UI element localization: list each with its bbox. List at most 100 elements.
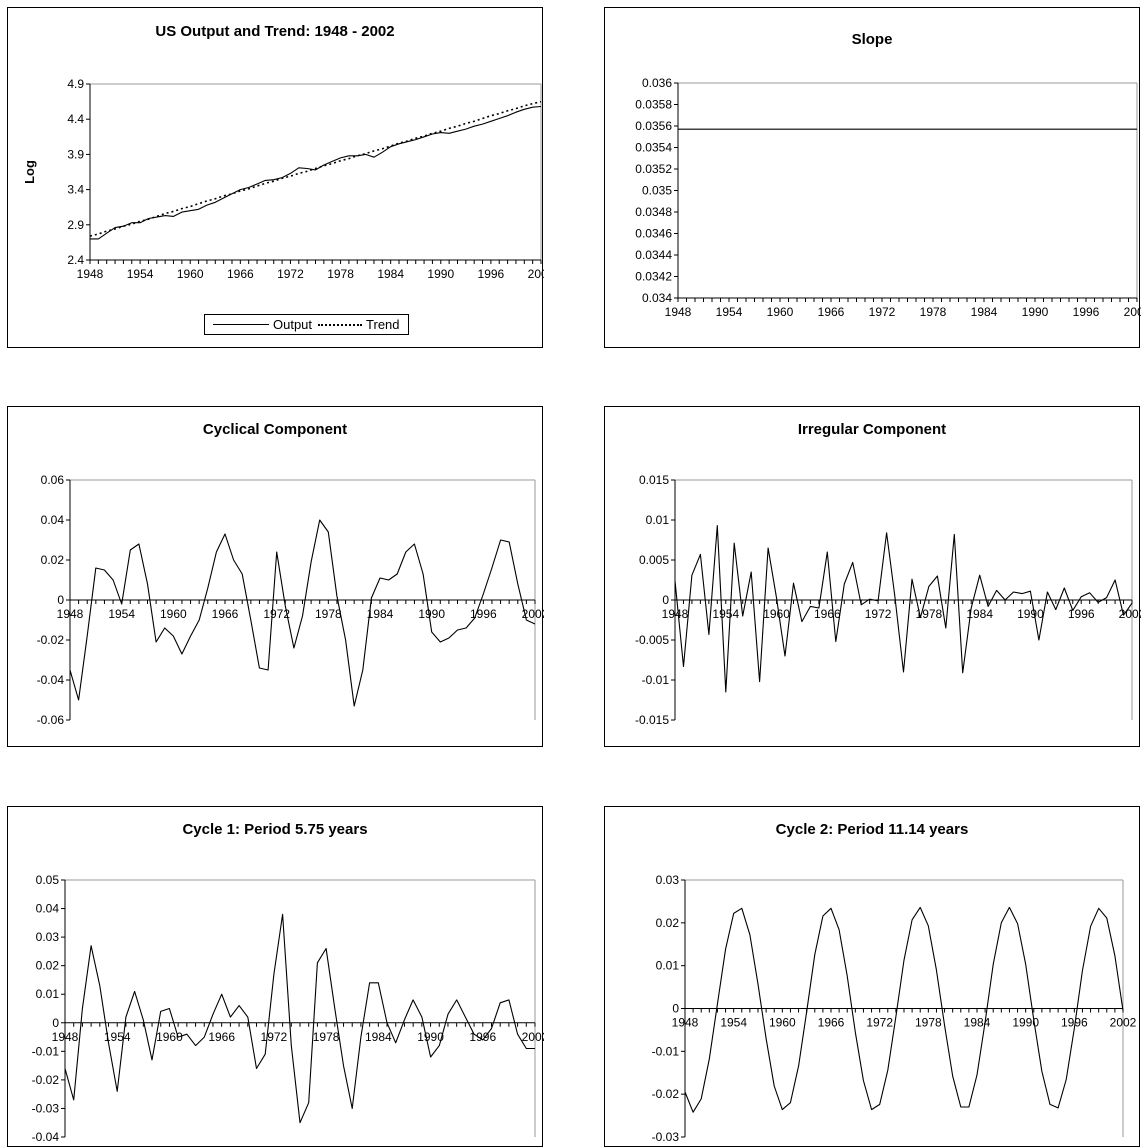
x-tick-label: 1960 xyxy=(177,267,204,281)
chart-svg-cyclical: -0.06 -0.04 -0.02 0 0.02 0.04 0.06 1948 1954 1960… xyxy=(37,473,544,727)
y-tick-label: 0.0354 xyxy=(635,141,672,155)
chart-svg-slope: 0.034 0.0342 0.0344 0.0346 0.0348 0.035 0.0352… xyxy=(635,76,1141,319)
legend-swatch-trend xyxy=(318,323,363,326)
y-tick-label: -0.06 xyxy=(37,713,65,727)
x-tick-label: 1960 xyxy=(767,305,794,319)
x-tick-label: 1966 xyxy=(818,1016,845,1030)
y-tick-label: 0.015 xyxy=(639,473,669,487)
x-tick-label: 1978 xyxy=(315,607,342,621)
y-tick-label: 2.9 xyxy=(67,218,84,232)
y-tick-label: -0.04 xyxy=(37,673,65,687)
x-tick-label: 1966 xyxy=(212,607,239,621)
series-line-irregular-0 xyxy=(674,525,1133,693)
x-tick-label: 1954 xyxy=(108,607,135,621)
chart-title: Slope xyxy=(851,31,893,48)
y-tick-label: 2.4 xyxy=(67,253,84,267)
y-tick-label: -0.01 xyxy=(652,1044,680,1058)
chart-panel-slope: Slope 0.034 0.0342 0.0344 0.0346 0.0348 0.035… xyxy=(604,7,1141,348)
x-tick-label: 1954 xyxy=(716,305,743,319)
x-tick-label: 1984 xyxy=(377,267,404,281)
chart-panel-cycle2: Cycle 2: Period 11.14 years -0.03 -0.02 -0… xyxy=(604,806,1140,1147)
y-tick-label: 0.06 xyxy=(41,473,65,487)
x-tick-label: 1966 xyxy=(818,305,845,319)
x-tick-label: 1948 xyxy=(77,267,104,281)
x-tick-label: 1960 xyxy=(156,1030,183,1044)
chart-panel-cycle1: Cycle 1: Period 5.75 years -0.04 -0.03 -0.… xyxy=(7,806,544,1147)
y-tick-label: 0.0346 xyxy=(635,227,672,241)
x-tick-label: 1996 xyxy=(1073,305,1100,319)
chart-title: Cycle 1: Period 5.75 years xyxy=(182,821,368,838)
x-tick-label: 1972 xyxy=(277,267,304,281)
y-axis-title: Log xyxy=(22,160,37,184)
y-tick-label: 0.02 xyxy=(41,553,65,567)
x-tick-label: 2002 xyxy=(522,1030,544,1044)
y-tick-label: 0.02 xyxy=(656,916,680,930)
y-tick-label: -0.03 xyxy=(32,1101,60,1115)
x-tick-label: 1972 xyxy=(866,1016,893,1030)
y-tick-label: -0.015 xyxy=(635,713,669,727)
y-tick-label: 0.0352 xyxy=(635,162,672,176)
y-tick-label: -0.02 xyxy=(32,1073,60,1087)
chart-title: Cycle 2: Period 11.14 years xyxy=(775,821,969,838)
series-line-cyclical-0 xyxy=(69,519,536,707)
x-tick-label: 1954 xyxy=(127,267,154,281)
y-tick-label: 0.0356 xyxy=(635,119,672,133)
x-tick-label: 2002 xyxy=(1124,305,1141,319)
x-tick-label: 1984 xyxy=(971,305,998,319)
y-tick-label: 0.01 xyxy=(656,959,680,973)
x-tick-label: 1954 xyxy=(720,1016,747,1030)
x-tick-label: 1954 xyxy=(712,607,739,621)
y-tick-label: 0.01 xyxy=(646,513,670,527)
y-tick-label: 0.0342 xyxy=(635,270,672,284)
y-tick-label: 0.005 xyxy=(639,553,669,567)
chart-title: Irregular Component xyxy=(797,421,947,438)
y-tick-label: 0 xyxy=(52,1016,59,1030)
y-tick-label: 0.03 xyxy=(36,930,60,944)
chart-svg-irregular: -0.015 -0.01 -0.005 0 0.005 0.01 0.015 1948 1954… xyxy=(635,473,1141,727)
legend-swatch-output xyxy=(213,324,269,325)
chart-panel-output-trend: US Output and Trend: 1948 - 2002 2.4 2.9 3… xyxy=(7,7,544,348)
chart-svg-output-trend: 2.4 2.9 3.4 3.9 4.4 4.9 1948 1954 1960 1966 1972 19… xyxy=(22,77,544,281)
x-tick-label: 1990 xyxy=(1017,607,1044,621)
x-tick-label: 1984 xyxy=(966,607,993,621)
x-tick-label: 1948 xyxy=(672,1016,699,1030)
x-tick-label: 2002 xyxy=(522,607,544,621)
y-tick-label: 0.036 xyxy=(642,76,672,90)
x-tick-label: 1996 xyxy=(1068,607,1095,621)
y-tick-label: -0.02 xyxy=(652,1087,680,1101)
x-tick-label: 1948 xyxy=(52,1030,79,1044)
x-tick-label: 1972 xyxy=(263,607,290,621)
y-tick-label: 0 xyxy=(672,1002,679,1016)
y-tick-label: 3.4 xyxy=(67,183,84,197)
y-tick-label: 0.02 xyxy=(36,959,60,973)
x-tick-label: 1972 xyxy=(865,607,892,621)
x-tick-label: 1996 xyxy=(478,267,505,281)
series-line-cycle2-0 xyxy=(684,906,1124,1113)
legend-label-trend: Trend xyxy=(366,317,400,332)
y-tick-label: 3.9 xyxy=(67,147,84,161)
x-tick-label: 1966 xyxy=(227,267,254,281)
x-tick-label: 1996 xyxy=(1061,1016,1088,1030)
x-tick-label: 1966 xyxy=(208,1030,235,1044)
x-tick-label: 1960 xyxy=(160,607,187,621)
y-tick-label: -0.04 xyxy=(32,1130,60,1144)
series-line-cycle1-0 xyxy=(64,913,535,1124)
x-tick-label: 1978 xyxy=(327,267,354,281)
y-tick-label: -0.01 xyxy=(32,1044,60,1058)
series-line-trend xyxy=(89,100,542,237)
x-tick-label: 1960 xyxy=(769,1016,796,1030)
y-tick-label: 0 xyxy=(662,593,669,607)
x-tick-label: 1990 xyxy=(1022,305,1049,319)
y-tick-label: -0.03 xyxy=(652,1130,680,1144)
x-tick-label: 1984 xyxy=(964,1016,991,1030)
x-tick-label: 1984 xyxy=(367,607,394,621)
chart-panel-cyclical: Cyclical Component -0.06 -0.04 -0.02 0 0.02 0… xyxy=(7,406,544,747)
y-tick-label: -0.005 xyxy=(635,633,669,647)
y-tick-label: 4.4 xyxy=(67,112,84,126)
y-tick-label: 0.04 xyxy=(41,513,65,527)
y-tick-label: 0.03 xyxy=(656,873,680,887)
chart-title: Cyclical Component xyxy=(202,421,348,438)
y-tick-label: 0.01 xyxy=(36,987,60,1001)
y-tick-label: 0.05 xyxy=(36,873,60,887)
chart-title: US Output and Trend: 1948 - 2002 xyxy=(155,23,395,40)
